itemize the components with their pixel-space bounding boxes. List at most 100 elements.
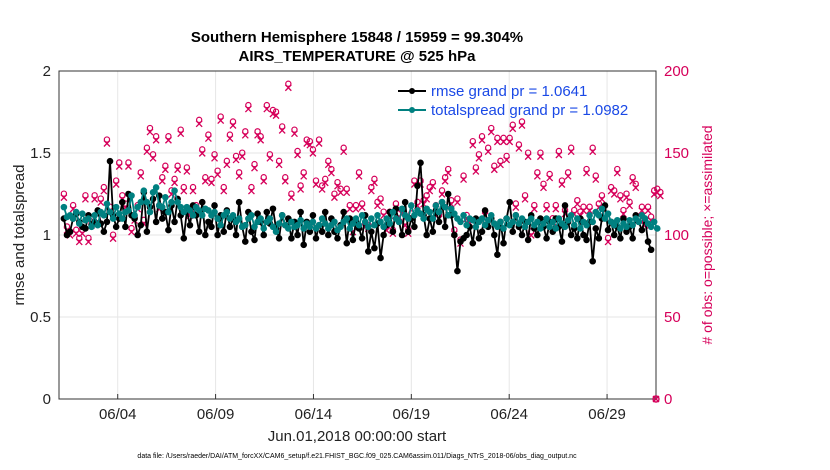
spread-point <box>512 212 520 219</box>
rmse-point <box>561 202 569 209</box>
spread-point <box>300 225 307 232</box>
obs-assimilated-marker <box>512 204 520 211</box>
rmse-point <box>340 208 347 216</box>
rmse-point <box>134 231 141 239</box>
obs-possible-marker <box>652 395 660 403</box>
obs-assimilated-marker <box>564 172 572 180</box>
obs-assimilated-marker <box>315 140 323 147</box>
rmse-point <box>318 228 326 236</box>
obs-possible-marker <box>159 174 166 181</box>
spread-point <box>223 208 231 216</box>
obs-possible-marker <box>518 118 526 125</box>
obs-assimilated-marker <box>318 185 326 193</box>
obs-assimilated-marker <box>484 148 492 156</box>
legend-rmse-marker <box>409 88 415 94</box>
chart-title-line1: Southern Hemisphere 15848 / 15959 = 99.3… <box>191 29 523 46</box>
y-tick-label-left: 0 <box>43 391 51 408</box>
obs-assimilated-marker <box>521 195 529 203</box>
obs-possible-marker <box>205 131 212 138</box>
obs-possible-marker <box>494 134 501 142</box>
obs-assimilated-marker <box>229 122 237 129</box>
obs-assimilated-marker <box>604 238 612 246</box>
spread-point <box>623 223 630 231</box>
obs-possible-marker <box>180 183 187 191</box>
spread-point <box>549 218 557 226</box>
obs-assimilated-marker <box>254 131 262 139</box>
rmse-point <box>389 228 397 236</box>
obs-possible-marker <box>229 118 237 125</box>
spread-point <box>546 223 553 231</box>
obs-possible-marker <box>69 201 77 209</box>
rmse-point <box>481 207 489 214</box>
obs-assimilated-marker <box>610 190 618 198</box>
rmse-point <box>211 202 218 209</box>
rmse-point <box>604 226 612 234</box>
obs-assimilated-marker <box>75 238 83 246</box>
rmse-point <box>100 228 108 236</box>
obs-assimilated-marker <box>536 153 544 161</box>
spread-point <box>285 225 292 232</box>
spread-point <box>343 215 351 222</box>
obs-assimilated-marker <box>355 172 363 180</box>
obs-possible-marker <box>232 152 240 160</box>
spread-point <box>217 221 224 229</box>
obs-assimilated-marker <box>161 166 169 174</box>
rmse-point <box>380 231 387 239</box>
obs-assimilated-marker <box>309 149 317 157</box>
obs-assimilated-marker <box>540 184 547 192</box>
rmse-point <box>269 205 277 213</box>
spread-point <box>589 218 596 226</box>
obs-possible-marker <box>472 164 480 171</box>
obs-possible-marker <box>165 133 172 140</box>
obs-possible-marker <box>288 190 295 197</box>
spread-point <box>198 212 206 219</box>
spread-point <box>229 212 237 219</box>
obs-assimilated-marker <box>573 200 581 208</box>
spread-point <box>125 207 132 214</box>
spread-point <box>629 221 636 229</box>
spread-point <box>555 215 563 222</box>
y-tick-label-left: 1.5 <box>30 145 51 162</box>
rmse-point <box>358 234 366 242</box>
obs-possible-marker <box>217 113 224 120</box>
obs-assimilated-marker <box>567 148 575 156</box>
rmse-point <box>567 231 575 239</box>
spread-point <box>106 208 114 216</box>
obs-possible-marker <box>119 192 126 199</box>
obs-assimilated-marker <box>592 176 600 184</box>
obs-assimilated-marker <box>232 156 240 164</box>
obs-assimilated-marker <box>180 187 188 195</box>
rmse-point <box>171 218 178 226</box>
rmse-point <box>414 182 421 190</box>
obs-assimilated-marker <box>257 136 265 144</box>
y-tick-label-left: 2 <box>43 63 51 80</box>
obs-assimilated-marker <box>580 207 587 215</box>
obs-assimilated-marker <box>223 161 231 169</box>
obs-possible-marker <box>272 108 280 115</box>
obs-assimilated-marker <box>497 161 504 169</box>
spread-point <box>272 228 280 236</box>
spread-point <box>131 212 138 219</box>
obs-assimilated-marker <box>644 207 652 215</box>
rmse-point <box>334 234 341 242</box>
spread-point <box>561 223 569 231</box>
obs-assimilated-marker <box>226 135 234 143</box>
obs-possible-marker <box>183 164 191 171</box>
obs-possible-marker <box>303 136 310 143</box>
spread-point <box>432 202 440 209</box>
obs-assimilated-marker <box>81 195 89 203</box>
obs-assimilated-marker <box>164 136 172 144</box>
obs-possible-marker <box>260 174 267 181</box>
rmse-point <box>463 231 470 239</box>
rmse-point <box>534 231 541 239</box>
spread-point <box>487 212 495 219</box>
spread-point <box>112 203 120 211</box>
spread-point <box>211 208 218 216</box>
obs-possible-marker <box>322 175 329 183</box>
obs-possible-marker <box>488 124 495 132</box>
spread-point <box>570 221 578 229</box>
rmse-point <box>524 236 532 244</box>
obs-assimilated-marker <box>300 172 308 180</box>
obs-possible-marker <box>604 234 612 242</box>
spread-point <box>583 221 590 229</box>
